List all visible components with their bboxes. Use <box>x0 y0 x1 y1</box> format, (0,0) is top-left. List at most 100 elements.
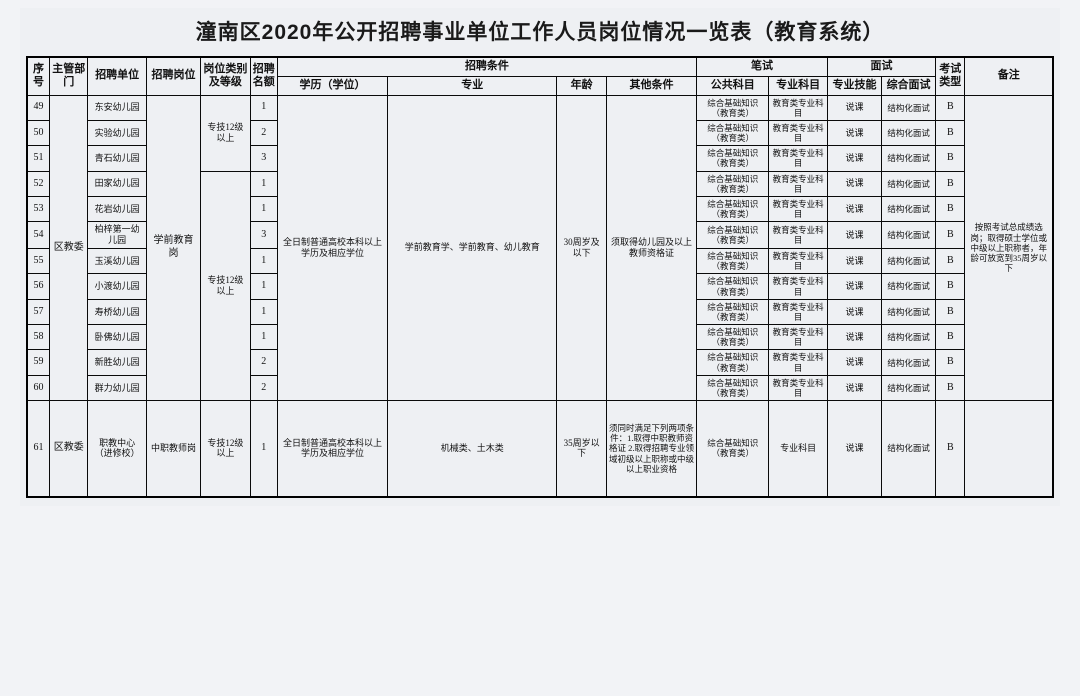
col-skill: 专业技能 <box>827 76 881 95</box>
cell-skill: 说课 <box>827 146 881 171</box>
cell-skill: 说课 <box>827 274 881 299</box>
listing-table: 序号 主管部门 招聘单位 招聘岗位 岗位类别及等级 招聘名额 招聘条件 笔试 面… <box>26 56 1054 498</box>
cell-edu: 全日制普通高校本科以上学历及相应学位 <box>277 401 387 497</box>
cell-comp: 结构化面试 <box>882 350 936 375</box>
cell-prof: 教育类专业科目 <box>769 375 828 400</box>
cell-prof: 教育类专业科目 <box>769 197 828 222</box>
cell-pub: 综合基础知识（教育类） <box>697 222 769 249</box>
col-dept: 主管部门 <box>50 57 88 95</box>
cell-comp: 结构化面试 <box>882 120 936 145</box>
cell-skill: 说课 <box>827 350 881 375</box>
cell-skill: 说课 <box>827 222 881 249</box>
cell-comp: 结构化面试 <box>882 197 936 222</box>
cell-unit: 寿桥幼儿园 <box>88 299 147 324</box>
cell-age: 35周岁以下 <box>557 401 607 497</box>
table-header: 序号 主管部门 招聘单位 招聘岗位 岗位类别及等级 招聘名额 招聘条件 笔试 面… <box>27 57 1053 95</box>
cell-exam: B <box>936 350 965 375</box>
cell-prof: 教育类专业科目 <box>769 325 828 350</box>
cell-seq: 50 <box>27 120 50 145</box>
cell-prof: 教育类专业科目 <box>769 274 828 299</box>
col-exam: 考试类型 <box>936 57 965 95</box>
col-note: 备注 <box>965 57 1053 95</box>
cell-pub: 综合基础知识（教育类） <box>697 95 769 120</box>
cell-major: 学前教育学、学前教育、幼儿教育 <box>388 95 557 401</box>
cell-seq: 51 <box>27 146 50 171</box>
cell-comp: 结构化面试 <box>882 146 936 171</box>
cell-unit: 田家幼儿园 <box>88 171 147 196</box>
cell-comp: 结构化面试 <box>882 274 936 299</box>
cell-prof: 教育类专业科目 <box>769 248 828 273</box>
cell-quota: 1 <box>250 325 277 350</box>
col-interview: 面试 <box>827 57 935 76</box>
cell-pub: 综合基础知识（教育类） <box>697 299 769 324</box>
cell-dept: 区教委 <box>50 95 88 401</box>
cell-exam: B <box>936 401 965 497</box>
cell-exam: B <box>936 222 965 249</box>
cell-comp: 结构化面试 <box>882 325 936 350</box>
col-grade: 岗位类别及等级 <box>201 57 251 95</box>
cell-exam: B <box>936 375 965 400</box>
cell-grade: 专技12级以上 <box>201 95 251 171</box>
cell-prof: 教育类专业科目 <box>769 120 828 145</box>
cell-comp: 结构化面试 <box>882 401 936 497</box>
cell-skill: 说课 <box>827 197 881 222</box>
cell-skill: 说课 <box>827 401 881 497</box>
cell-major: 机械类、土木类 <box>388 401 557 497</box>
page-title: 潼南区2020年公开招聘事业单位工作人员岗位情况一览表（教育系统） <box>26 16 1054 46</box>
cell-other: 须同时满足下列两项条件：1.取得中职教师资格证 2.取得招聘专业领域初级以上职称… <box>606 401 696 497</box>
cell-unit: 小渡幼儿园 <box>88 274 147 299</box>
cell-pub: 综合基础知识（教育类） <box>697 248 769 273</box>
cell-prof: 教育类专业科目 <box>769 171 828 196</box>
cell-quota: 1 <box>250 274 277 299</box>
cell-unit: 东安幼儿园 <box>88 95 147 120</box>
col-written: 笔试 <box>697 57 828 76</box>
cell-pub: 综合基础知识（教育类） <box>697 171 769 196</box>
cell-edu: 全日制普通高校本科以上学历及相应学位 <box>277 95 387 401</box>
cell-quota: 2 <box>250 375 277 400</box>
col-pub: 公共科目 <box>697 76 769 95</box>
cell-comp: 结构化面试 <box>882 299 936 324</box>
cell-unit: 玉溪幼儿园 <box>88 248 147 273</box>
cell-skill: 说课 <box>827 171 881 196</box>
cell-comp: 结构化面试 <box>882 222 936 249</box>
cell-comp: 结构化面试 <box>882 375 936 400</box>
cell-prof: 专业科目 <box>769 401 828 497</box>
cell-exam: B <box>936 146 965 171</box>
cell-seq: 54 <box>27 222 50 249</box>
col-edu: 学历（学位） <box>277 76 387 95</box>
col-age: 年龄 <box>557 76 607 95</box>
col-other: 其他条件 <box>606 76 696 95</box>
cell-unit: 柏梓第一幼儿园 <box>88 222 147 249</box>
cell-skill: 说课 <box>827 248 881 273</box>
cell-exam: B <box>936 197 965 222</box>
cell-pub: 综合基础知识（教育类） <box>697 401 769 497</box>
cell-post: 学前教育岗 <box>147 95 201 401</box>
col-unit: 招聘单位 <box>88 57 147 95</box>
cell-prof: 教育类专业科目 <box>769 146 828 171</box>
cell-grade: 专技12级以上 <box>201 171 251 401</box>
cell-prof: 教育类专业科目 <box>769 299 828 324</box>
cell-unit: 花岩幼儿园 <box>88 197 147 222</box>
cell-quota: 1 <box>250 197 277 222</box>
cell-quota: 1 <box>250 401 277 497</box>
cell-skill: 说课 <box>827 375 881 400</box>
cell-quota: 1 <box>250 248 277 273</box>
col-post: 招聘岗位 <box>147 57 201 95</box>
cell-skill: 说课 <box>827 95 881 120</box>
cell-quota: 2 <box>250 350 277 375</box>
cell-prof: 教育类专业科目 <box>769 222 828 249</box>
col-comp: 综合面试 <box>882 76 936 95</box>
cell-quota: 1 <box>250 171 277 196</box>
cell-skill: 说课 <box>827 299 881 324</box>
cell-comp: 结构化面试 <box>882 248 936 273</box>
cell-exam: B <box>936 95 965 120</box>
col-major: 专业 <box>388 76 557 95</box>
cell-exam: B <box>936 120 965 145</box>
cell-seq: 55 <box>27 248 50 273</box>
cell-unit: 实验幼儿园 <box>88 120 147 145</box>
cell-post: 中职教师岗 <box>147 401 201 497</box>
cell-other: 须取得幼儿园及以上教师资格证 <box>606 95 696 401</box>
cell-seq: 57 <box>27 299 50 324</box>
cell-exam: B <box>936 299 965 324</box>
cell-pub: 综合基础知识（教育类） <box>697 197 769 222</box>
